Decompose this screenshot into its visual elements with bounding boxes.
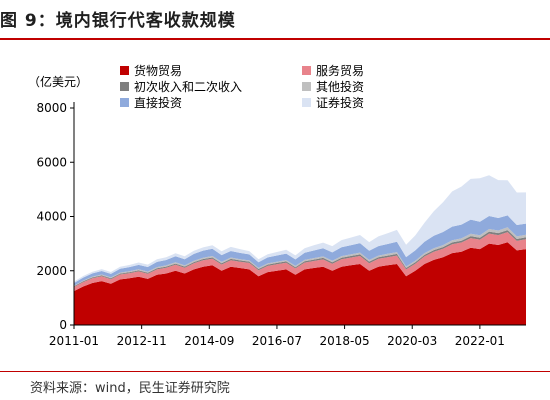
- legend-label: 其他投资: [316, 79, 364, 94]
- legend-swatch: [302, 98, 311, 107]
- legend-swatch: [302, 66, 311, 75]
- source-note: 资料来源：wind，民生证券研究院: [30, 381, 230, 396]
- area-series-group: [74, 175, 526, 325]
- y-tick-label: 2000: [36, 264, 67, 278]
- legend-swatch: [120, 66, 129, 75]
- x-tick-label: 2011-01: [49, 334, 99, 348]
- legend-label: 服务贸易: [316, 63, 364, 78]
- x-tick-label: 2012-11: [117, 334, 167, 348]
- legend-item: 货物贸易: [120, 63, 182, 78]
- legend-swatch: [120, 98, 129, 107]
- y-tick-label: 0: [59, 318, 67, 332]
- y-tick-label: 4000: [36, 210, 67, 224]
- y-unit-label: （亿美元）: [28, 74, 88, 89]
- y-tick-label: 8000: [36, 101, 67, 115]
- legend-item: 其他投资: [302, 79, 364, 94]
- axes-group: 0 2000 4000 6000 8000 2011-01 2012-11 2014-09 20…: [36, 101, 526, 348]
- legend-item: 服务贸易: [302, 63, 364, 78]
- y-tick-label: 6000: [36, 155, 67, 169]
- title-divider: [0, 38, 550, 40]
- legend-item: 直接投资: [120, 95, 182, 110]
- x-tick-label: 2022-01: [455, 334, 505, 348]
- legend-swatch: [302, 82, 311, 91]
- legend-label: 货物贸易: [134, 63, 182, 78]
- area-series-6: [74, 175, 526, 283]
- area-series-5: [74, 215, 526, 286]
- legend-item: 证券投资: [302, 95, 364, 110]
- legend-label: 证券投资: [316, 95, 364, 110]
- legend-item: 初次收入和二次收入: [120, 80, 242, 94]
- legend-label: 初次收入和二次收入: [134, 80, 242, 94]
- chart-title: 图 9：境内银行代客收款规模: [0, 11, 236, 31]
- x-tick-label: 2020-03: [387, 334, 437, 348]
- legend-label: 直接投资: [134, 95, 182, 110]
- source-divider: [0, 371, 550, 372]
- x-tick-label: 2018-05: [320, 334, 370, 348]
- area-series-1: [74, 242, 526, 325]
- legend-swatch: [120, 82, 129, 91]
- x-tick-label: 2016-07: [252, 334, 302, 348]
- x-tick-label: 2014-09: [184, 334, 234, 348]
